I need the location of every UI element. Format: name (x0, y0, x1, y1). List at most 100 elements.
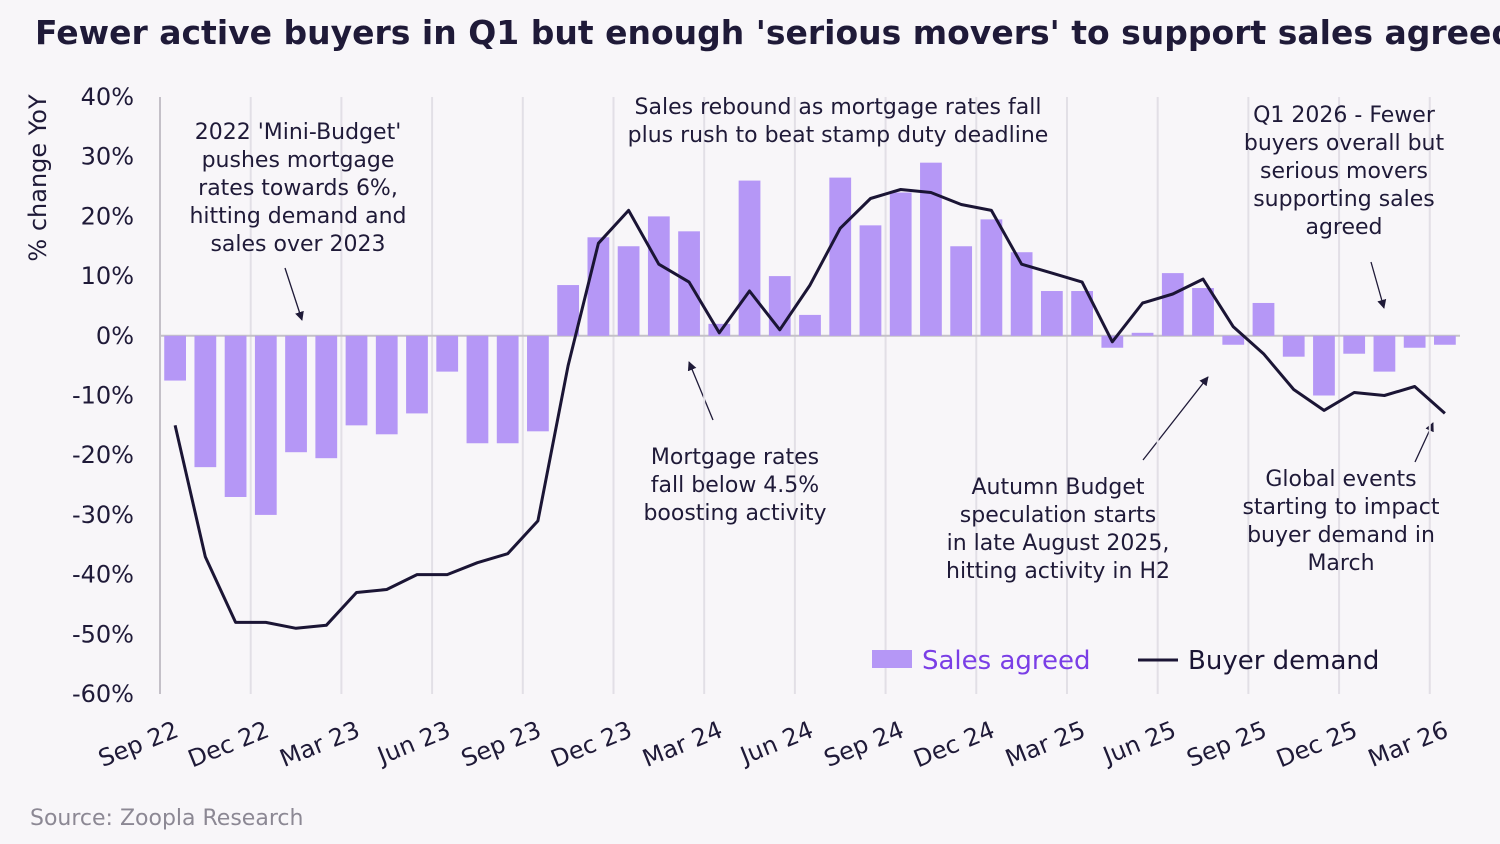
annotation: agreed (1305, 215, 1382, 240)
bar (708, 323, 731, 336)
legend-swatch (872, 650, 912, 668)
annotation: Q1 2026 - Fewer (1253, 103, 1436, 128)
bar (1040, 291, 1063, 336)
bar (557, 285, 580, 336)
bar (315, 335, 338, 459)
bar (768, 276, 791, 336)
annotation: hitting activity in H2 (946, 559, 1170, 584)
bar (920, 162, 942, 336)
annotation: hitting demand and (189, 204, 406, 229)
bar (1071, 291, 1093, 336)
bar (164, 335, 186, 381)
y-tick-label: -60% (72, 680, 134, 708)
bar (647, 216, 670, 336)
legend-label: Sales agreed (922, 646, 1091, 676)
annotation: 2022 'Mini-Budget' (195, 120, 402, 145)
x-tick-label: Dec 24 (910, 716, 999, 774)
bar (1252, 302, 1275, 336)
source: Source: Zoopla Research (30, 806, 303, 831)
bar (1131, 332, 1154, 336)
bar (1222, 335, 1245, 345)
bar (1403, 335, 1426, 348)
x-tick-label: Sep 24 (820, 716, 908, 773)
bar (859, 225, 882, 336)
bar (375, 335, 398, 435)
bar (617, 246, 640, 336)
y-tick-label: -50% (72, 620, 134, 648)
annotation: fall below 4.5% (651, 473, 819, 498)
arrow (1142, 376, 1209, 461)
bar (889, 192, 912, 336)
annotation: Mortgage rates (651, 445, 819, 470)
bar (587, 237, 610, 336)
annotation: supporting sales (1253, 187, 1435, 212)
bar (980, 219, 1003, 336)
bar (1282, 335, 1305, 357)
bar (254, 335, 277, 515)
x-tick-label: Mar 23 (276, 716, 364, 773)
bar (194, 335, 217, 468)
arrows (284, 261, 1434, 463)
bar (1161, 273, 1184, 336)
bar (224, 335, 247, 497)
bar (436, 335, 459, 372)
x-tick-label: Sep 23 (457, 716, 545, 773)
bar (406, 335, 428, 414)
legend-label: Buyer demand (1188, 646, 1379, 676)
bar (1434, 335, 1456, 345)
annotation: buyer demand in (1247, 523, 1435, 548)
bar (1313, 335, 1335, 396)
arrow (284, 267, 304, 321)
annotation: in late August 2025, (947, 531, 1170, 556)
annotation: Autumn Budget (971, 475, 1144, 500)
bar (527, 335, 549, 432)
bar (829, 177, 852, 336)
x-tick-label: Dec 22 (184, 716, 273, 774)
y-tick-label: -30% (72, 501, 134, 529)
x-tick-label: Dec 23 (547, 716, 636, 774)
bar (285, 335, 307, 453)
line (173, 188, 1446, 630)
annotation: Sales rebound as mortgage rates fall (635, 95, 1042, 120)
y-tick-label: 10% (81, 262, 134, 290)
x-tick-label: Mar 26 (1364, 716, 1452, 773)
chart-title: Fewer active buyers in Q1 but enough 'se… (35, 13, 1500, 52)
y-tick-label: 0% (96, 322, 134, 350)
bar (799, 314, 821, 336)
annotation: March (1307, 551, 1374, 576)
bar (1373, 335, 1396, 372)
annotation: sales over 2023 (210, 232, 385, 257)
annotation: serious movers (1260, 159, 1428, 184)
x-tick-label: Mar 25 (1001, 716, 1089, 773)
y-tick-label: -20% (72, 441, 134, 469)
annotation: plus rush to beat stamp duty deadline (628, 123, 1049, 148)
annotation: speculation starts (960, 503, 1156, 528)
arrow (1370, 261, 1387, 309)
annotation: rates towards 6%, (198, 176, 398, 201)
bar (950, 246, 973, 336)
annotation: boosting activity (643, 501, 826, 526)
annotation: buyers overall but (1244, 131, 1445, 156)
x-tick-label: Jun 23 (372, 716, 455, 771)
x-tick-label: Mar 24 (639, 716, 727, 773)
annotation: starting to impact (1242, 495, 1439, 520)
bar (466, 335, 489, 444)
y-tick-label: 40% (81, 83, 134, 111)
x-tick-label: Jun 24 (735, 716, 818, 771)
x-tick-label: Dec 25 (1272, 716, 1361, 774)
bar (738, 180, 761, 336)
y-tick-label: 20% (81, 202, 134, 230)
y-tick-label: -40% (72, 561, 134, 589)
bar (1192, 288, 1214, 336)
x-tick-label: Jun 25 (1097, 716, 1180, 771)
annotation: Global events (1265, 467, 1416, 492)
y-tick-label: 30% (81, 143, 134, 171)
annotation: pushes mortgage (202, 148, 395, 173)
bar (1010, 252, 1033, 336)
y-tick-label: -10% (72, 382, 134, 410)
bar (1343, 335, 1366, 354)
bar (496, 335, 519, 444)
y-axis-label: % change YoY (24, 94, 52, 262)
x-tick-label: Sep 22 (94, 716, 182, 773)
